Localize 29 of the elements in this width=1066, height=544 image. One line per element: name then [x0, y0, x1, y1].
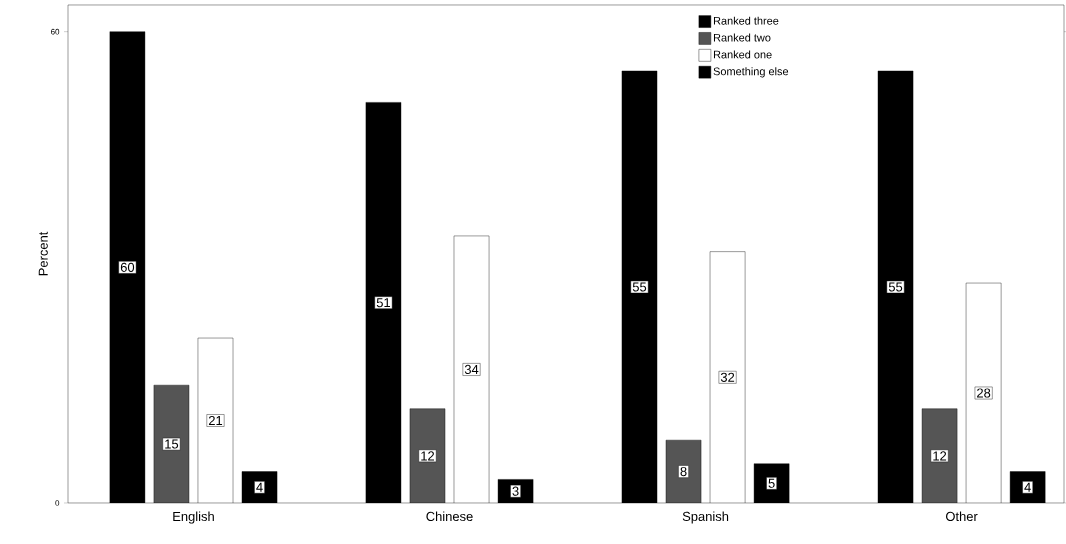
- data-label: 12: [421, 451, 435, 461]
- y-axis-title: Percent: [38, 231, 48, 276]
- x-tick-label: English: [173, 511, 214, 524]
- data-label: 55: [888, 282, 903, 292]
- data-label: 34: [464, 364, 479, 375]
- data-label: 15: [165, 439, 179, 449]
- bar: [921, 408, 958, 503]
- data-label: 4: [1024, 482, 1031, 492]
- data-label: 32: [720, 372, 735, 382]
- data-label: 51: [376, 298, 391, 308]
- data-label: 3: [512, 486, 519, 496]
- bar: [153, 384, 190, 503]
- legend-label: Ranked one: [713, 50, 772, 59]
- data-label: 4: [256, 482, 263, 492]
- x-tick-label: Other: [946, 511, 978, 522]
- bar: [409, 408, 446, 503]
- data-label: 8: [680, 466, 687, 477]
- bar: [665, 439, 702, 503]
- legend-label: Ranked three: [713, 16, 779, 25]
- data-label: 28: [977, 388, 991, 398]
- data-label: 55: [632, 282, 647, 292]
- x-tick-label: Spanish: [682, 511, 729, 524]
- x-tick-label: Chinese: [426, 511, 473, 522]
- data-label: 12: [933, 451, 947, 461]
- data-label: 60: [120, 262, 135, 272]
- data-label: 5: [768, 478, 775, 488]
- data-label: 21: [208, 415, 223, 426]
- legend-label: Something else: [713, 67, 789, 78]
- legend-label: Ranked two: [713, 33, 771, 42]
